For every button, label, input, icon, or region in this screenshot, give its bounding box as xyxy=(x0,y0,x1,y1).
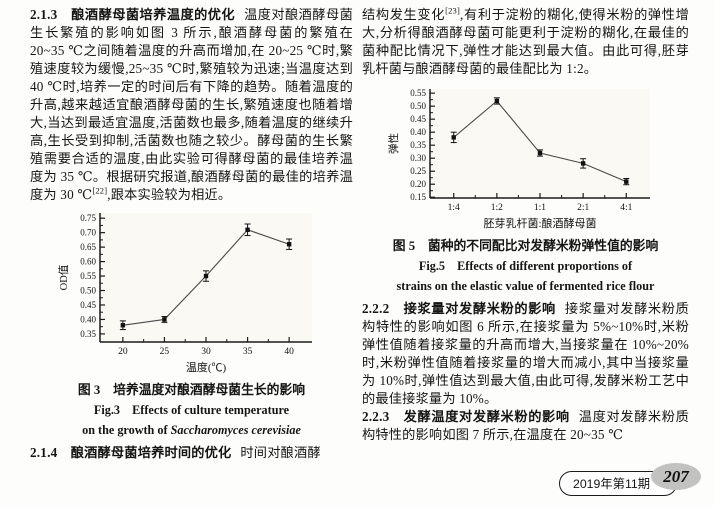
svg-text:0.60: 0.60 xyxy=(80,257,96,267)
figure5-caption-en-line2: strains on the elastic value of fermente… xyxy=(396,279,655,293)
figure5-caption-en-line1: Fig.5 Effects of different proportions o… xyxy=(418,259,633,273)
svg-text:25: 25 xyxy=(160,347,170,357)
svg-text:0.35: 0.35 xyxy=(80,329,96,339)
section-2-2-3-paragraph: 2.2.3 发酵温度对发酵米粉的影响 温度对发酵米粉质构特性的影响如图 7 所示,… xyxy=(362,408,689,444)
svg-text:0.65: 0.65 xyxy=(80,242,96,252)
section-2-1-4-heading: 2.1.4 酿酒酵母菌培养时间的优化 xyxy=(30,445,232,460)
svg-text:0.15: 0.15 xyxy=(410,192,426,202)
svg-text:30: 30 xyxy=(201,347,211,357)
section-2-2-2-heading: 2.2.2 接浆量对发酵米粉的影响 xyxy=(362,301,556,316)
svg-text:OD值: OD值 xyxy=(57,264,70,290)
right-top-paragraph: 结构发生变化[23],有利于淀粉的糊化,使得米粉的弹性增大,分析得酿酒酵母菌可能… xyxy=(362,6,689,78)
svg-text:1:4: 1:4 xyxy=(448,203,460,213)
svg-text:20: 20 xyxy=(118,347,128,357)
reference-superscript-23: [23] xyxy=(445,5,461,16)
svg-text:0.55: 0.55 xyxy=(410,88,426,98)
section-2-1-4-body: 时间对酿酒酵 xyxy=(240,445,321,460)
page-number-badge: 207 xyxy=(651,463,701,490)
svg-text:温度(℃): 温度(℃) xyxy=(186,360,227,374)
page-footer: 2019年第11期 207 xyxy=(559,463,701,499)
section-2-1-3-heading: 2.1.3 酿酒酵母菌培养温度的优化 xyxy=(30,7,236,22)
figure3-line-chart: 0.35 0.40 0.45 0.50 0.55 0.60 0.65 0.70 0.75 20 25… xyxy=(57,213,312,374)
svg-text:0.75: 0.75 xyxy=(80,213,96,223)
svg-text:0.45: 0.45 xyxy=(410,114,426,124)
svg-text:1:2: 1:2 xyxy=(491,203,503,213)
svg-text:0.40: 0.40 xyxy=(80,314,96,324)
figure3-caption-en-line1: Fig.3 Effects of culture temperature xyxy=(93,403,290,417)
right-column: 结构发生变化[23],有利于淀粉的糊化,使得米粉的弹性增大,分析得酿酒酵母菌可能… xyxy=(362,6,689,444)
svg-text:0.30: 0.30 xyxy=(410,153,426,163)
svg-text:2:1: 2:1 xyxy=(577,203,589,213)
section-2-2-2-body: 接浆量对发酵米粉质构特性的影响如图 6 所示,在接浆量为 5%~10%时,米粉弹… xyxy=(362,301,689,406)
section-2-2-3-body: 温度对发酵米粉质构特性的影响如图 7 所示,在温度在 20~35 ℃ xyxy=(362,409,689,442)
section-2-1-4-paragraph: 2.1.4 酿酒酵母菌培养时间的优化 时间对酿酒酵 xyxy=(30,444,353,462)
section-2-2-3-heading: 2.2.3 发酵温度对发酵米粉的影响 xyxy=(362,409,570,424)
svg-text:0.40: 0.40 xyxy=(410,127,426,137)
left-column: 2.1.3 酿酒酵母菌培养温度的优化 温度对酿酒酵母菌生长繁殖的影响如图 3 所示… xyxy=(30,6,353,462)
svg-text:0.35: 0.35 xyxy=(410,140,426,150)
section-2-2-2-paragraph: 2.2.2 接浆量对发酵米粉的影响 接浆量对发酵米粉质构特性的影响如图 6 所示,… xyxy=(362,300,689,408)
figure5-line-chart: 0.15 0.20 0.25 0.30 0.35 0.40 0.45 0.50 0.55 1:4 1… xyxy=(387,88,650,230)
right-top-body-tail: ,有利于淀粉的糊化,使得米粉的弹性增大,分析得酿酒酵母菌可能更利于淀粉的糊化,在… xyxy=(362,7,690,76)
svg-text:0.20: 0.20 xyxy=(410,179,426,189)
section-2-1-3-body-tail: ,跟本实验较为相近。 xyxy=(107,187,232,202)
species-name-italic: Saccharomyces cerevisiae xyxy=(170,423,301,437)
svg-text:0.55: 0.55 xyxy=(80,271,96,281)
svg-text:弹性: 弹性 xyxy=(387,133,400,154)
section-2-1-3-body: 温度对酿酒酵母菌生长繁殖的影响如图 3 所示,酿酒酵母菌的繁殖在 20~35 ℃… xyxy=(30,7,353,202)
svg-text:0.70: 0.70 xyxy=(80,228,96,238)
svg-text:0.45: 0.45 xyxy=(80,300,96,310)
section-2-1-3-paragraph: 2.1.3 酿酒酵母菌培养温度的优化 温度对酿酒酵母菌生长繁殖的影响如图 3 所示… xyxy=(30,6,353,204)
svg-text:胚芽乳杆菌:酿酒酵母菌: 胚芽乳杆菌:酿酒酵母菌 xyxy=(483,216,596,230)
reference-superscript-22: [22] xyxy=(92,185,108,196)
svg-text:0.50: 0.50 xyxy=(410,101,426,111)
figure3-caption-zh: 图 3 培养温度对酿酒酵母菌生长的影响 xyxy=(77,383,306,397)
svg-text:35: 35 xyxy=(243,347,253,357)
svg-text:4:1: 4:1 xyxy=(620,203,632,213)
svg-text:1:1: 1:1 xyxy=(534,203,546,213)
svg-text:40: 40 xyxy=(284,347,294,357)
figure5-caption-zh: 图 5 菌种的不同配比对发酵米粉弹性值的影响 xyxy=(392,239,659,253)
svg-text:0.50: 0.50 xyxy=(80,286,96,296)
figure3-caption-en-line2: on the growth of Saccharomyces cerevisia… xyxy=(82,423,301,437)
svg-text:0.25: 0.25 xyxy=(410,166,426,176)
right-top-body: 结构发生变化 xyxy=(362,7,446,22)
